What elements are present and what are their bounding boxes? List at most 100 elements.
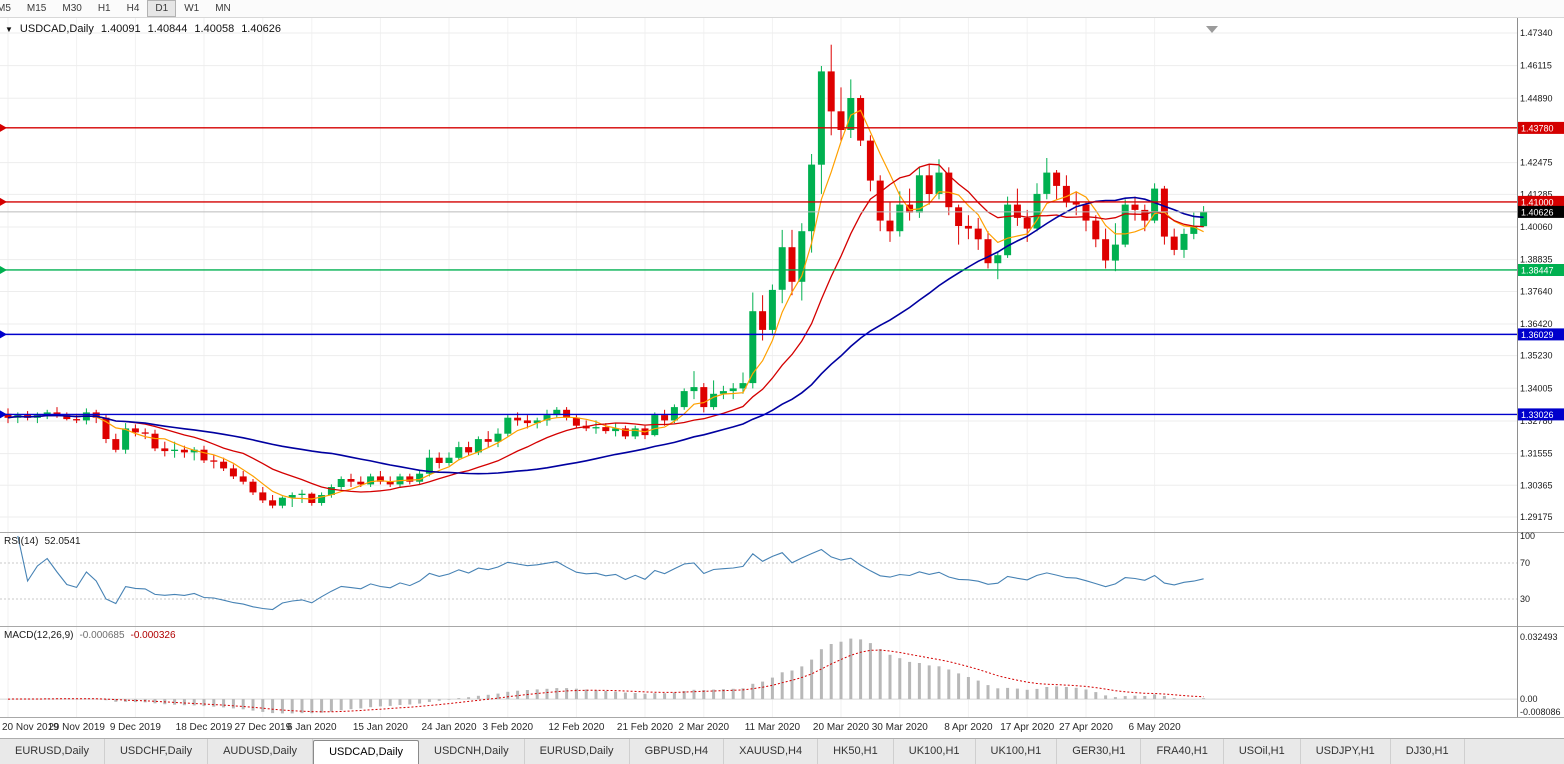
- candle-body: [514, 417, 522, 421]
- chart-tab-ger30-h1[interactable]: GER30,H1: [1057, 739, 1142, 764]
- candle-body: [817, 71, 825, 165]
- x-axis-label: 29 Nov 2019: [48, 722, 105, 733]
- candle-body: [357, 481, 365, 485]
- timeframe-d1-button[interactable]: D1: [147, 0, 177, 17]
- chart-tab-eurusd-daily[interactable]: EURUSD,Daily: [525, 739, 630, 764]
- price-marker-label: [1518, 264, 1564, 276]
- candle-body: [1170, 236, 1178, 250]
- timeframe-h1-button[interactable]: H1: [97, 3, 111, 14]
- candle-body: [1111, 244, 1119, 261]
- candle-body: [533, 420, 541, 424]
- y-axis-label: 1.40060: [1520, 222, 1553, 232]
- chart-tab-usdjpy-h1[interactable]: USDJPY,H1: [1301, 739, 1391, 764]
- candle-body: [239, 476, 247, 482]
- chart-tab-dj30-h1[interactable]: DJ30,H1: [1391, 739, 1465, 764]
- y-axis-label: 1.37640: [1520, 287, 1553, 297]
- candle-body: [1121, 204, 1129, 245]
- price-chart-canvas[interactable]: 1.47340 1.46115 1.44890 1.42475 1.41285 1.400…: [0, 18, 1564, 738]
- candle-body: [474, 439, 482, 453]
- candle-body: [1062, 185, 1070, 202]
- candle-body: [955, 207, 963, 226]
- candle-body: [984, 239, 992, 264]
- candle-body: [131, 428, 139, 433]
- rsi-axis-label: 70: [1520, 558, 1530, 568]
- timeframe-m15-button[interactable]: M15: [26, 3, 47, 14]
- x-axis-label: 11 Mar 2020: [745, 722, 801, 733]
- timeframe-toolbar: M5 M15 M30 H1 H4 D1 W1 MN: [0, 0, 1564, 18]
- y-axis-label: 1.38835: [1520, 255, 1553, 265]
- chart-tab-uk100-h1[interactable]: UK100,H1: [894, 739, 976, 764]
- candle-body: [1151, 188, 1159, 221]
- chart-tab-hk50-h1[interactable]: HK50,H1: [818, 739, 894, 764]
- y-axis-label: 1.47340: [1520, 28, 1553, 38]
- candle-body: [710, 393, 718, 408]
- candle-body: [680, 391, 688, 408]
- candle-body: [906, 204, 914, 213]
- candle-body: [63, 415, 71, 420]
- chart-tab-usdcnh-daily[interactable]: USDCNH,Daily: [419, 739, 525, 764]
- x-axis-label: 8 Apr 2020: [944, 722, 993, 733]
- candle-body: [994, 255, 1002, 264]
- price-marker-text: 1.43780: [1521, 123, 1554, 133]
- candle-body: [141, 432, 149, 434]
- candle-body: [1190, 226, 1198, 234]
- candle-body: [798, 231, 806, 282]
- x-axis-label: 27 Apr 2020: [1059, 722, 1113, 733]
- chart-tab-usoil-h1[interactable]: USOil,H1: [1224, 739, 1301, 764]
- candle-body: [768, 289, 776, 330]
- chart-area[interactable]: 1.47340 1.46115 1.44890 1.42475 1.41285 1.400…: [0, 18, 1564, 738]
- candle-body: [347, 479, 355, 482]
- candle-body: [73, 419, 81, 421]
- candle-body: [102, 417, 110, 439]
- chart-tab-audusd-daily[interactable]: AUDUSD,Daily: [208, 739, 314, 764]
- y-axis-label: 1.44890: [1520, 93, 1553, 103]
- chart-tab-usdchf-daily[interactable]: USDCHF,Daily: [105, 739, 209, 764]
- timeframe-h4-button[interactable]: H4: [126, 3, 140, 14]
- chart-tab-uk100-h1[interactable]: UK100,H1: [976, 739, 1058, 764]
- candle-body: [925, 175, 933, 194]
- y-axis-label: 1.32780: [1520, 416, 1553, 426]
- rsi-line: [17, 535, 1204, 611]
- candle-body: [1200, 211, 1208, 227]
- support-line-start-marker: [0, 330, 7, 339]
- price-marker-text: 1.41000: [1521, 197, 1554, 207]
- candle-body: [621, 428, 629, 437]
- chart-tab-gbpusd-h4[interactable]: GBPUSD,H4: [630, 739, 725, 764]
- candle-body: [151, 433, 159, 449]
- x-axis-label: 21 Feb 2020: [617, 722, 674, 733]
- candle-body: [269, 500, 277, 506]
- chart-tab-eurusd-daily[interactable]: EURUSD,Daily: [0, 739, 105, 764]
- candle-body: [759, 311, 767, 330]
- candle-body: [553, 409, 561, 416]
- chart-tab-xauusd-h4[interactable]: XAUUSD,H4: [724, 739, 819, 764]
- timeframe-m5-button[interactable]: M5: [0, 3, 11, 14]
- candle-body: [376, 476, 384, 482]
- price-marker-text: 1.36029: [1521, 330, 1554, 340]
- chart-tab-fra40-h1[interactable]: FRA40,H1: [1141, 739, 1224, 764]
- candle-body: [455, 447, 463, 458]
- candle-body: [847, 98, 855, 130]
- candle-body: [1102, 239, 1110, 261]
- chart-tab-usdcad-daily[interactable]: USDCAD,Daily: [313, 740, 420, 764]
- candle-body: [210, 460, 218, 462]
- macd-axis-label: -0.008086: [1520, 707, 1561, 717]
- x-axis-label: 12 Feb 2020: [548, 722, 605, 733]
- candle-body: [1043, 172, 1051, 194]
- timeframe-m30-button[interactable]: M30: [62, 3, 82, 14]
- candle-body: [1131, 204, 1139, 210]
- timeframe-mn-button[interactable]: MN: [215, 3, 231, 14]
- ma-mid-line: [7, 163, 1204, 493]
- candle-body: [298, 493, 306, 495]
- timeframe-w1-button[interactable]: W1: [184, 3, 200, 14]
- x-axis-label: 24 Jan 2020: [421, 722, 476, 733]
- x-axis-label: 15 Jan 2020: [353, 722, 408, 733]
- candle-body: [1013, 204, 1021, 218]
- candle-body: [337, 479, 345, 487]
- candle-body: [788, 247, 796, 282]
- x-axis-label: 3 Feb 2020: [482, 722, 533, 733]
- macd-signal-line: [7, 649, 1204, 713]
- candle-body: [161, 448, 169, 452]
- x-axis-label: 6 Jan 2020: [287, 722, 337, 733]
- candle-body: [445, 457, 453, 463]
